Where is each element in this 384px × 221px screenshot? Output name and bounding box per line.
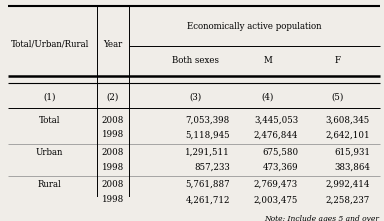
Text: 1998: 1998	[102, 195, 124, 204]
Text: 675,580: 675,580	[262, 148, 298, 157]
Text: Urban: Urban	[36, 148, 63, 157]
Text: (4): (4)	[262, 92, 274, 101]
Text: Rural: Rural	[38, 180, 61, 189]
Text: 1998: 1998	[102, 163, 124, 172]
Text: (3): (3)	[190, 92, 202, 101]
Text: (1): (1)	[43, 92, 56, 101]
Text: 3,445,053: 3,445,053	[254, 116, 298, 125]
Text: 2,258,237: 2,258,237	[326, 195, 370, 204]
Text: 2,769,473: 2,769,473	[254, 180, 298, 189]
Text: 2,992,414: 2,992,414	[326, 180, 370, 189]
Text: 2008: 2008	[102, 116, 124, 125]
Text: 857,233: 857,233	[194, 163, 230, 172]
Text: 2008: 2008	[102, 148, 124, 157]
Text: 615,931: 615,931	[334, 148, 370, 157]
Text: Both sexes: Both sexes	[172, 56, 219, 65]
Text: 1,291,511: 1,291,511	[185, 148, 230, 157]
Text: 383,864: 383,864	[334, 163, 370, 172]
Text: (2): (2)	[107, 92, 119, 101]
Text: Total: Total	[39, 116, 60, 125]
Text: 7,053,398: 7,053,398	[185, 116, 230, 125]
Text: (5): (5)	[332, 92, 344, 101]
Text: Year: Year	[103, 40, 122, 49]
Text: 5,118,945: 5,118,945	[185, 130, 230, 139]
Text: 3,608,345: 3,608,345	[326, 116, 370, 125]
Text: 1998: 1998	[102, 130, 124, 139]
Text: 473,369: 473,369	[262, 163, 298, 172]
Text: Note: Include ages 5 and over: Note: Include ages 5 and over	[265, 215, 379, 221]
Text: 4,261,712: 4,261,712	[185, 195, 230, 204]
Text: Total/Urban/Rural: Total/Urban/Rural	[10, 40, 89, 49]
Text: Economically active population: Economically active population	[187, 22, 322, 31]
Text: 2,003,475: 2,003,475	[253, 195, 298, 204]
Text: F: F	[335, 56, 341, 65]
Text: M: M	[263, 56, 272, 65]
Text: 2,476,844: 2,476,844	[253, 130, 298, 139]
Text: 2008: 2008	[102, 180, 124, 189]
Text: 5,761,887: 5,761,887	[185, 180, 230, 189]
Text: 2,642,101: 2,642,101	[325, 130, 370, 139]
